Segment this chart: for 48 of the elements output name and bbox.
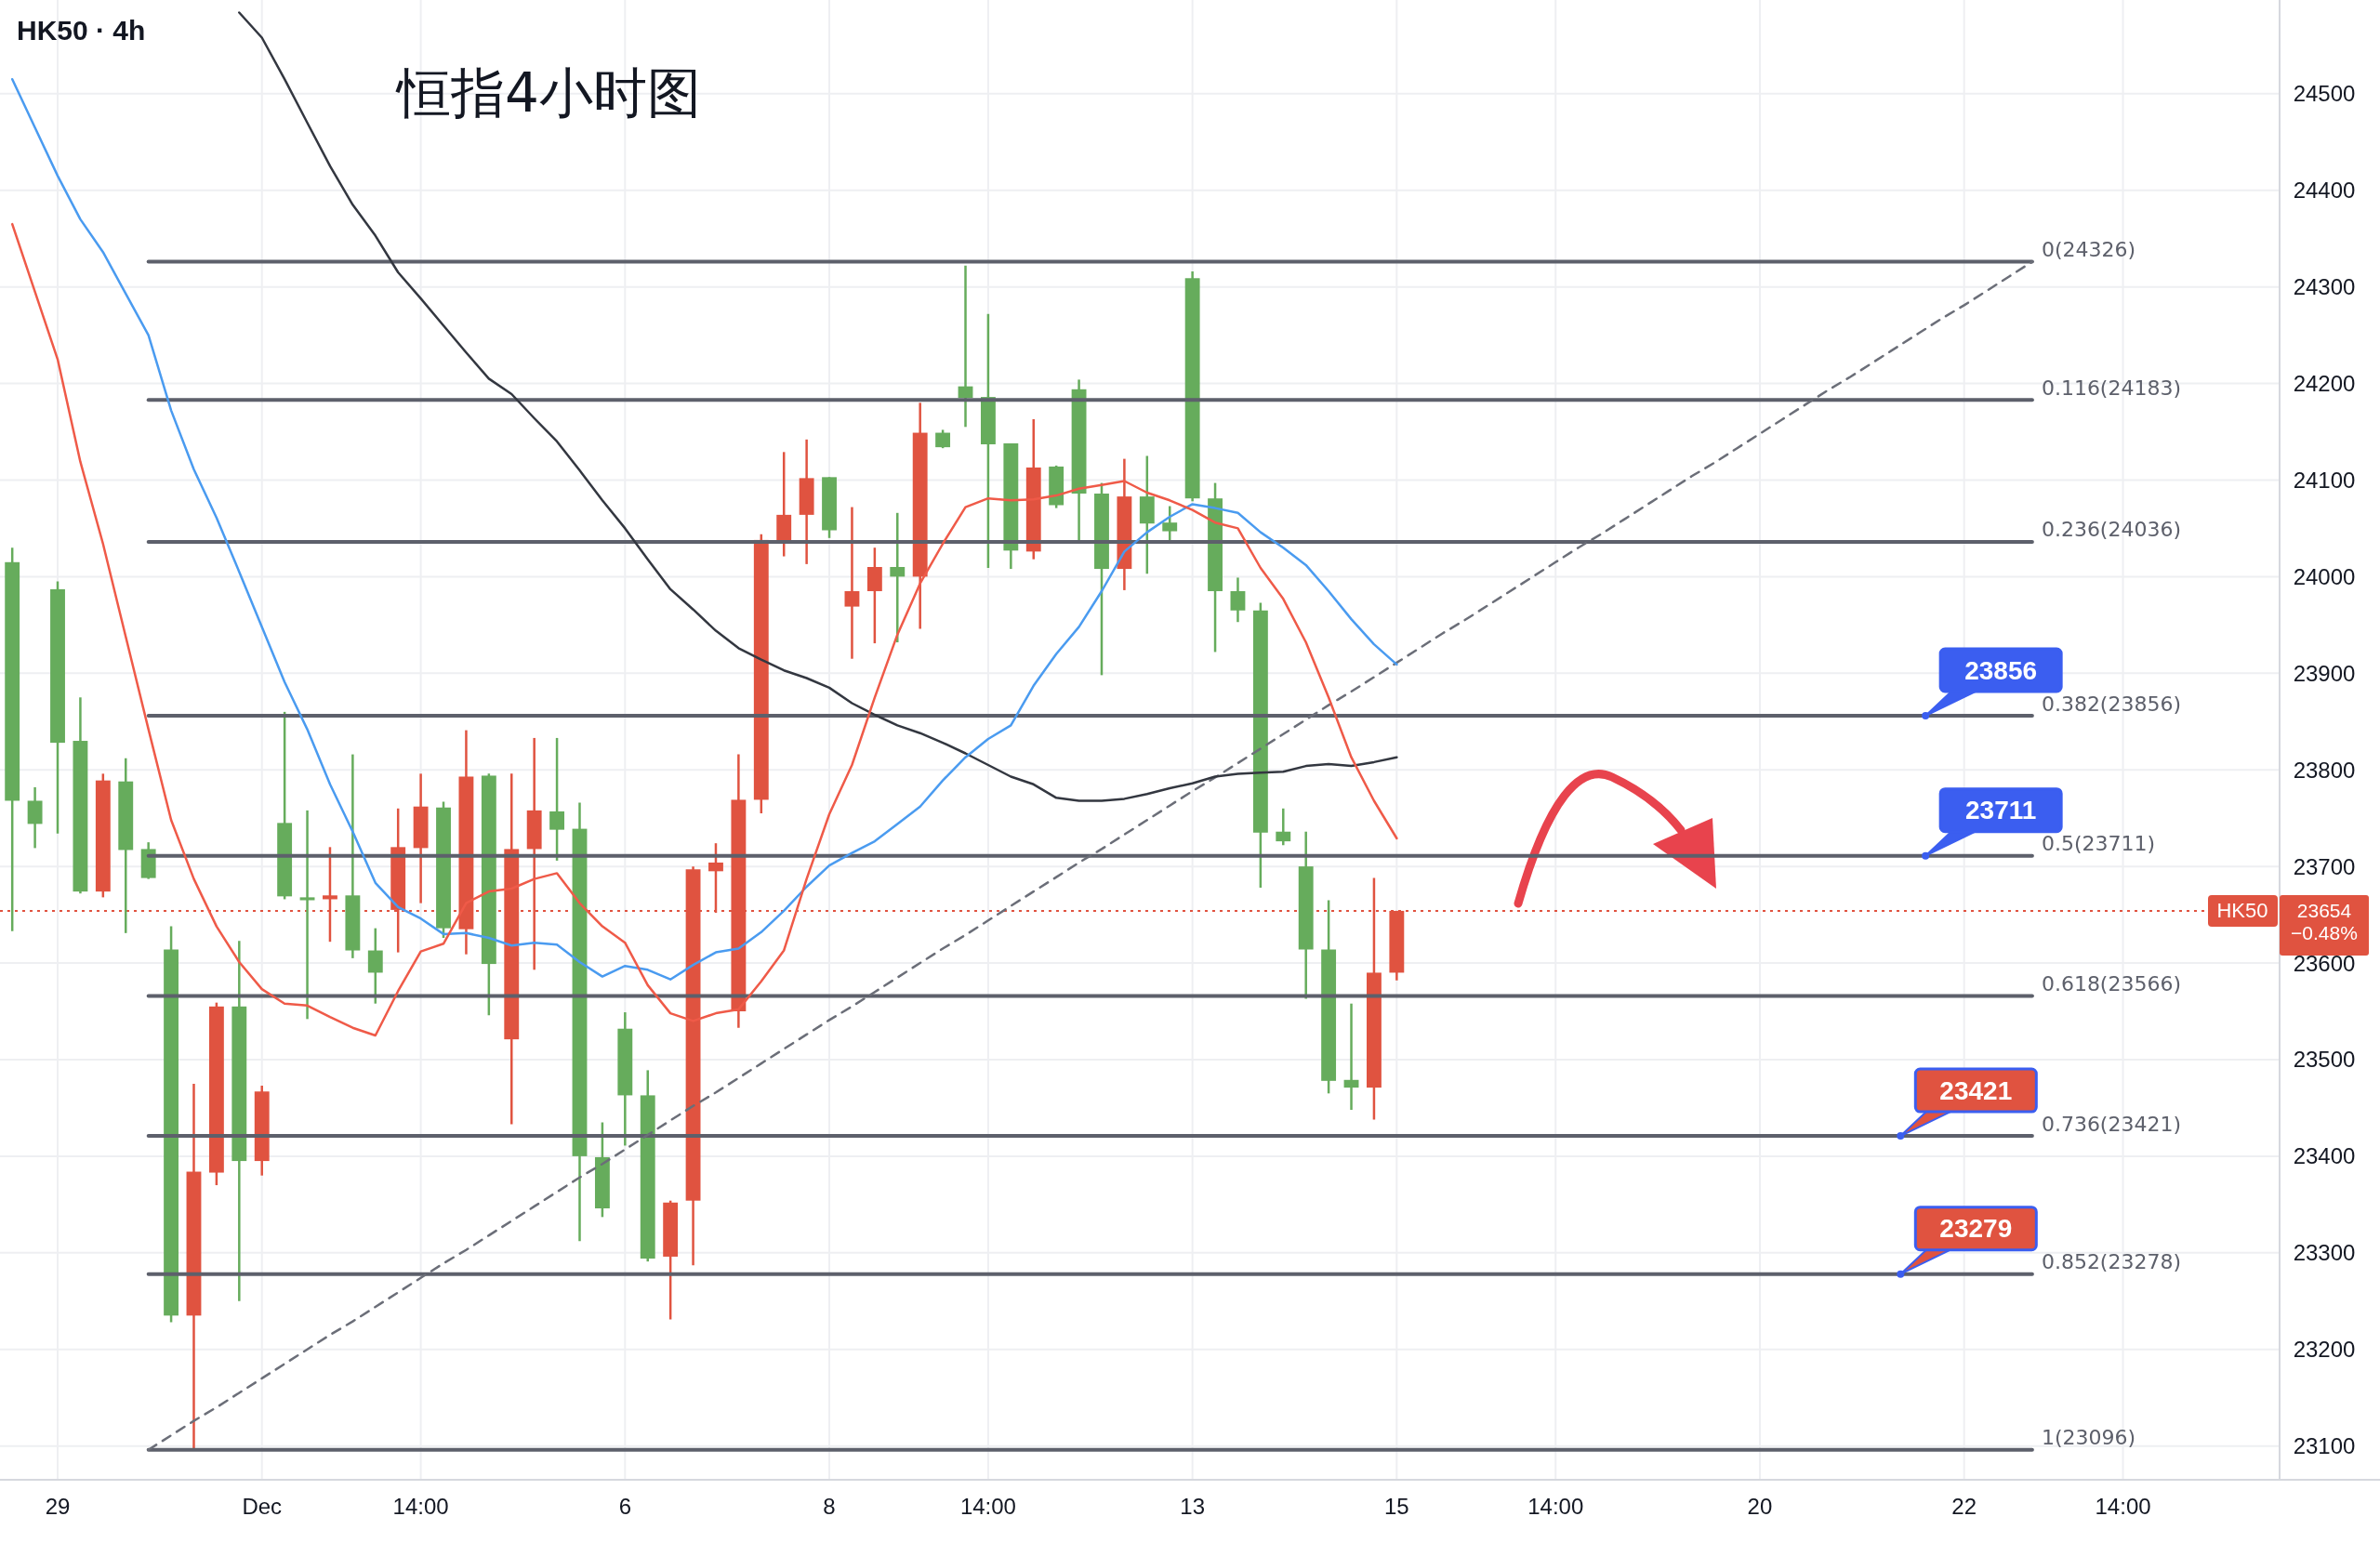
line-series: [238, 11, 1398, 802]
line-series: [147, 260, 2034, 1452]
y-tick-label: 23700: [2293, 853, 2356, 879]
series-label: 0.852(23278): [2041, 1250, 2182, 1274]
text: 23654: [2296, 900, 2352, 922]
text: −0.48%: [2291, 922, 2358, 944]
text: 恒指4小时图: [395, 61, 701, 125]
y-tick-label: 24200: [2293, 371, 2356, 397]
ref-line-label: HK50: [2216, 899, 2268, 923]
x-tick-label: 20: [1747, 1493, 1773, 1519]
annotation: 23856: [1964, 655, 2038, 685]
x-tick-label: 14:00: [959, 1493, 1016, 1519]
series-label: 0.236(24036): [2041, 518, 2182, 542]
x-tick-label: 8: [823, 1493, 836, 1519]
line-series: [10, 222, 1398, 1037]
x-tick-label: 15: [1384, 1493, 1409, 1519]
series-label: 0.618(23566): [2041, 971, 2182, 996]
x-tick-label: 14:00: [1527, 1493, 1584, 1519]
series-label: 0.5(23711): [2041, 832, 2156, 856]
y-tick-label: 24500: [2293, 81, 2356, 107]
y-tick-label: 24300: [2293, 274, 2356, 300]
y-tick-label: 24400: [2293, 178, 2356, 204]
series-label: 0.736(23421): [2041, 1112, 2182, 1136]
x-tick-label: 13: [1180, 1493, 1205, 1519]
y-tick-label: 24000: [2293, 563, 2356, 589]
x-tick-label: 29: [45, 1493, 71, 1519]
x-tick-label: 14:00: [2095, 1493, 2151, 1519]
y-tick-label: 23900: [2293, 660, 2356, 686]
series-label: 0.382(23856): [2041, 692, 2182, 716]
text: HK50 · 4h: [17, 14, 146, 46]
y-tick-label: 23300: [2293, 1240, 2356, 1266]
y-tick-label: 23200: [2293, 1337, 2356, 1363]
y-tick-label: 23100: [2293, 1433, 2356, 1459]
annotation: 23711: [1965, 796, 2037, 825]
annotation: 23279: [1939, 1214, 2013, 1244]
y-tick-label: 23500: [2293, 1047, 2356, 1073]
y-tick-label: 24100: [2293, 467, 2356, 493]
series-label: 0.116(24183): [2041, 376, 2182, 400]
y-tick-label: 23800: [2293, 757, 2356, 783]
x-tick-label: Dec: [242, 1493, 283, 1519]
x-tick-label: 6: [618, 1493, 631, 1519]
annotation: 23421: [1939, 1075, 2013, 1105]
y-tick-label: 23600: [2293, 950, 2356, 976]
x-tick-label: 14:00: [392, 1493, 449, 1519]
y-tick-label: 23400: [2293, 1143, 2356, 1169]
series-label: 0(24326): [2041, 238, 2136, 262]
x-tick-label: 22: [1951, 1493, 1977, 1519]
series-label: 1(23096): [2041, 1426, 2136, 1450]
